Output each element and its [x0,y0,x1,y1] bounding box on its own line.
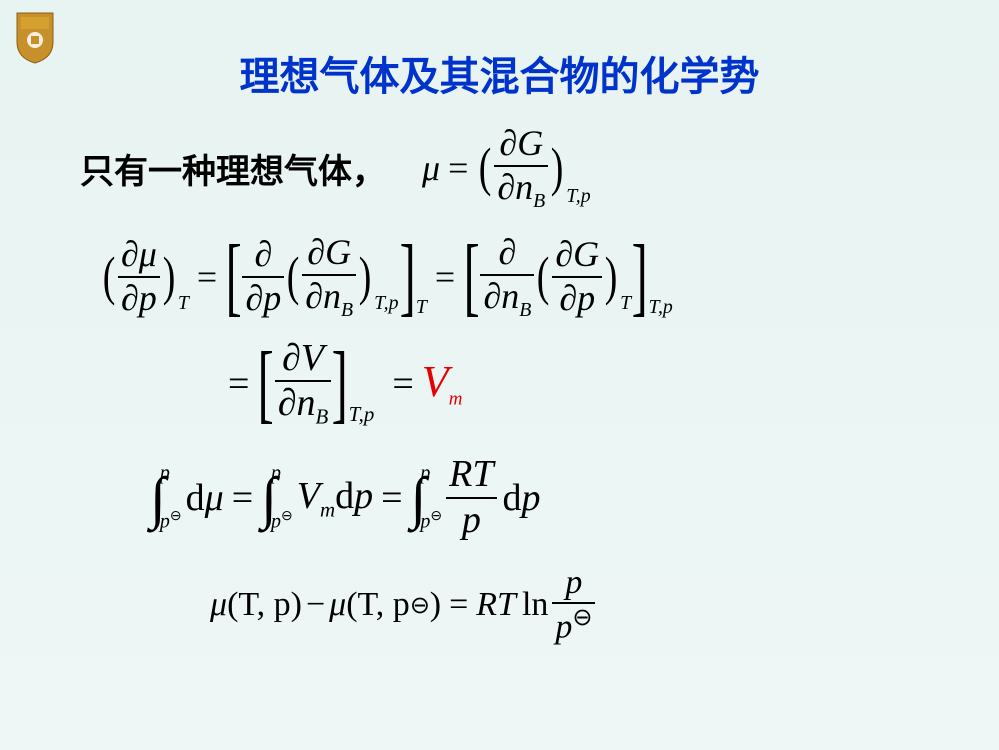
final-result: μ(T, p) − μ(T, p⊖) = RT ln p p⊖ [210,565,920,646]
slide-title: 理想气体及其混合物的化学势 [0,44,999,102]
intro-line: 只有一种理想气体， μ=( ∂G ∂nB )T,p [80,125,920,212]
derivation-line-1: ( ∂μ ∂p )T = [ ∂ ∂p ( ∂G ∂nB )T,p ]T = [… [100,234,920,321]
molar-volume-highlight: Vm [422,356,463,411]
slide-content: 只有一种理想气体， μ=( ∂G ∂nB )T,p ( ∂μ ∂p )T = [… [80,125,920,663]
derivation-line-2: = [ ∂V ∂nB ]T,p = Vm [220,339,920,429]
integral-line: ∫ pp⊖ dμ = ∫ pp⊖ Vmdp = ∫ pp⊖ RT p dp [150,455,920,541]
mu-definition: μ=( ∂G ∂nB )T,p [422,125,591,212]
intro-text: 只有一种理想气体， [80,144,386,193]
